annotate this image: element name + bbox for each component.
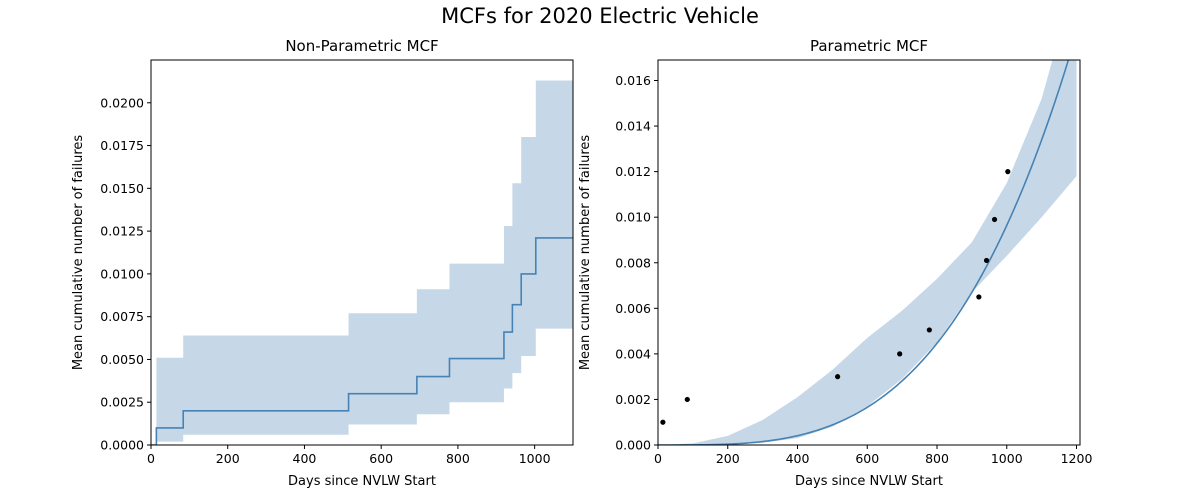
x-tick-label: 600 — [855, 451, 879, 466]
y-tick-label: 0.0000 — [100, 438, 144, 453]
data-point-4 — [926, 327, 932, 333]
confidence-band — [658, 60, 1077, 445]
data-point-8 — [1005, 169, 1011, 175]
panel-title: Non-Parametric MCF — [285, 37, 438, 55]
data-point-5 — [976, 294, 982, 300]
y-tick-label: 0.016 — [615, 73, 651, 88]
x-tick-label: 0 — [147, 451, 155, 466]
plot-area — [658, 60, 1077, 445]
y-axis-label: Mean cumulative number of failures — [71, 135, 86, 371]
y-tick-label: 0.004 — [615, 346, 651, 361]
axes-frame — [150, 59, 574, 446]
y-tick-label: 0.0025 — [100, 395, 144, 410]
x-tick-label: 800 — [446, 451, 470, 466]
confidence-band — [156, 80, 573, 442]
fitted-mcf-curve — [658, 60, 1070, 445]
y-tick-label: 0.0100 — [100, 266, 144, 281]
y-tick-label: 0.0125 — [100, 224, 144, 239]
data-point-2 — [835, 374, 841, 380]
y-tick-label: 0.006 — [615, 301, 651, 316]
x-tick-label: 1200 — [1061, 451, 1093, 466]
x-tick-label: 200 — [216, 451, 240, 466]
x-tick-label: 1000 — [991, 451, 1023, 466]
figure-title: MCFs for 2020 Electric Vehicle — [441, 4, 759, 28]
x-tick-label: 1000 — [519, 451, 551, 466]
data-point-7 — [991, 216, 998, 223]
x-tick-label: 800 — [925, 451, 949, 466]
y-tick-label: 0.012 — [615, 164, 651, 179]
y-tick-label: 0.0075 — [100, 309, 144, 324]
axes-frame — [657, 59, 1081, 446]
y-tick-label: 0.0175 — [100, 138, 144, 153]
y-tick-label: 0.000 — [615, 438, 651, 453]
x-axis-label: Days since NVLW Start — [288, 474, 436, 489]
x-tick-label: 400 — [786, 451, 810, 466]
data-point-0 — [660, 419, 666, 425]
x-axis-label: Days since NVLW Start — [795, 474, 943, 489]
data-point-6 — [983, 257, 990, 264]
y-tick-label: 0.0150 — [100, 181, 144, 196]
x-tick-label: 200 — [716, 451, 740, 466]
x-tick-label: 0 — [654, 451, 662, 466]
y-axis-label: Mean cumulative number of failures — [578, 135, 593, 371]
y-tick-label: 0.014 — [615, 119, 651, 134]
panel-non-parametric: 0 200 400 600 800 1000 0.0000 0.0025 0.0050 0.007… — [71, 37, 574, 489]
panel-title: Parametric MCF — [810, 37, 928, 55]
y-tick-label: 0.0050 — [100, 352, 144, 367]
mcf-step-line — [151, 237, 573, 445]
y-tick-label: 0.010 — [615, 210, 651, 225]
data-point-3 — [897, 351, 903, 357]
plot-area — [151, 80, 573, 445]
y-tick-label: 0.002 — [615, 392, 651, 407]
y-tick-label: 0.008 — [615, 255, 651, 270]
x-tick-label: 600 — [369, 451, 393, 466]
panel-parametric: 0 200 400 600 800 1000 1200 0.000 0.002 0.004 0.00… — [578, 37, 1093, 489]
data-point-1 — [684, 396, 690, 403]
x-tick-label: 400 — [293, 451, 317, 466]
y-tick-label: 0.0200 — [100, 95, 144, 110]
